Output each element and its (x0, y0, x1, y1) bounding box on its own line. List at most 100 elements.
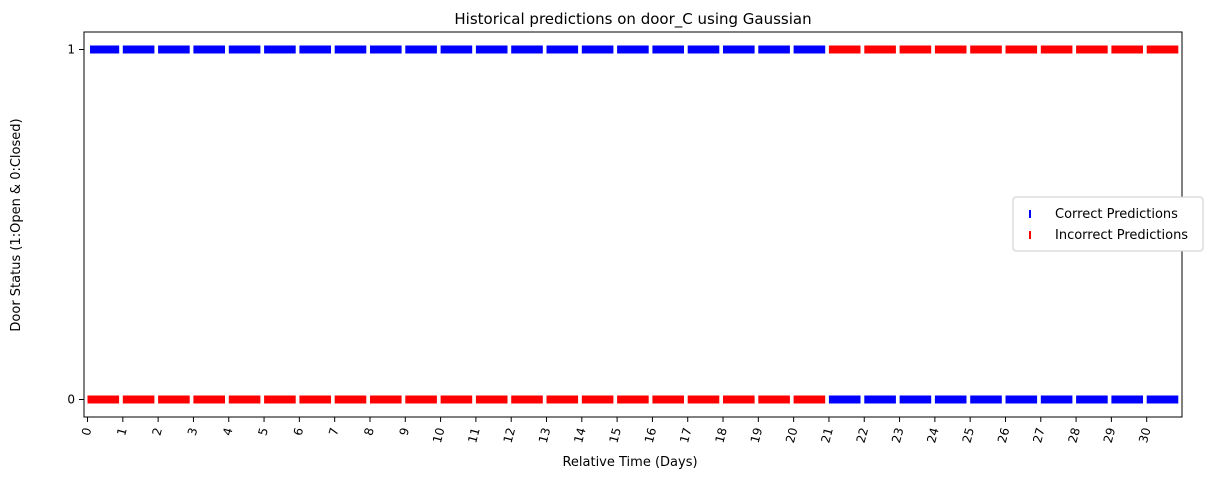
prediction-mark (1076, 395, 1108, 404)
prediction-mark (581, 395, 614, 404)
prediction-mark (228, 395, 261, 404)
prediction-mark (475, 45, 508, 54)
x-axis-label: Relative Time (Days) (562, 455, 697, 470)
prediction-mark (758, 395, 790, 404)
x-tick-label: 9 (397, 426, 413, 437)
x-tick-label: 3 (185, 426, 201, 437)
series-incorrect (87, 45, 1179, 404)
prediction-mark (440, 395, 473, 404)
prediction-mark (1040, 395, 1073, 404)
x-tick-label: 10 (430, 426, 447, 444)
prediction-mark (899, 45, 932, 54)
prediction-mark (970, 45, 1002, 54)
x-tick-label: 28 (1066, 426, 1083, 444)
prediction-mark (370, 395, 402, 404)
prediction-mark (1146, 45, 1179, 54)
prediction-mark (1005, 395, 1038, 404)
x-tick-label: 26 (995, 426, 1012, 444)
prediction-mark (1076, 45, 1108, 54)
prediction-mark (1111, 395, 1143, 404)
prediction-mark (934, 45, 967, 54)
prediction-mark (122, 395, 155, 404)
x-tick-label: 29 (1101, 426, 1118, 444)
prediction-mark (228, 45, 261, 54)
prediction-mark (828, 395, 861, 404)
legend-marker-correct (1029, 210, 1031, 218)
x-tick-label: 14 (571, 426, 588, 444)
prediction-mark (475, 395, 508, 404)
prediction-mark (723, 45, 755, 54)
y-tick-label: 1 (67, 43, 75, 57)
x-tick-label: 18 (712, 426, 729, 444)
prediction-mark (299, 395, 331, 404)
prediction-mark (758, 45, 790, 54)
x-tick-label: 21 (818, 426, 835, 444)
x-tick-label: 2 (150, 426, 166, 437)
prediction-mark (970, 395, 1002, 404)
chart-title: Historical predictions on door_C using G… (454, 10, 811, 29)
x-tick-label: 4 (220, 426, 236, 437)
y-axis-ticks: 01 (67, 43, 84, 407)
prediction-mark (405, 45, 437, 54)
prediction-mark (1111, 45, 1143, 54)
prediction-mark (122, 45, 155, 54)
prediction-mark (617, 45, 649, 54)
x-tick-label: 11 (465, 426, 482, 444)
x-tick-label: 30 (1136, 426, 1153, 444)
prediction-mark (193, 45, 225, 54)
legend-label-correct: Correct Predictions (1055, 207, 1178, 222)
prediction-mark (193, 395, 225, 404)
prediction-mark (264, 45, 296, 54)
x-tick-label: 8 (361, 426, 377, 437)
prediction-mark (334, 45, 367, 54)
prediction-mark (511, 395, 543, 404)
prediction-mark (90, 45, 120, 54)
x-tick-label: 5 (255, 426, 271, 437)
prediction-mark (546, 45, 579, 54)
x-tick-label: 25 (960, 426, 977, 444)
prediction-mark (1146, 395, 1179, 404)
y-tick-label: 0 (67, 393, 75, 407)
prediction-mark (511, 45, 543, 54)
x-tick-label: 23 (889, 426, 906, 444)
x-tick-label: 0 (79, 426, 95, 437)
y-axis-label: Door Status (1:Open & 0:Closed) (9, 118, 24, 331)
prediction-mark (652, 395, 684, 404)
x-tick-label: 13 (536, 426, 553, 444)
x-tick-label: 15 (607, 426, 624, 444)
prediction-mark (864, 45, 896, 54)
x-tick-label: 24 (924, 426, 941, 444)
prediction-mark (581, 45, 614, 54)
x-tick-label: 16 (642, 426, 659, 444)
x-tick-label: 17 (677, 426, 694, 444)
prediction-mark (1040, 45, 1073, 54)
prediction-mark (934, 395, 967, 404)
legend-label-incorrect: Incorrect Predictions (1055, 228, 1188, 243)
prediction-mark (723, 395, 755, 404)
x-tick-label: 19 (748, 426, 765, 444)
prediction-mark (687, 45, 720, 54)
prediction-mark (652, 45, 684, 54)
legend: Correct Predictions Incorrect Prediction… (1012, 196, 1204, 252)
prediction-mark (299, 45, 331, 54)
x-tick-label: 20 (783, 426, 800, 444)
prediction-mark (158, 45, 190, 54)
prediction-mark (158, 395, 190, 404)
prediction-mark (1005, 45, 1038, 54)
legend-marker-incorrect (1029, 231, 1031, 239)
x-tick-label: 22 (854, 426, 871, 444)
prediction-mark (793, 45, 826, 54)
x-tick-label: 1 (114, 426, 130, 437)
series-correct (90, 45, 1179, 404)
x-tick-label: 7 (326, 426, 342, 437)
prediction-mark (370, 45, 402, 54)
x-tick-label: 27 (1030, 426, 1047, 444)
prediction-mark (440, 45, 473, 54)
x-tick-label: 12 (501, 426, 518, 444)
x-axis-ticks: 0 1 2 3 4 5 6 7 8 9 10 11 12 13 14 15 16 17 18 19 20 21 22 23 24… (79, 417, 1154, 445)
prediction-mark (864, 395, 896, 404)
prediction-mark (828, 45, 861, 54)
prediction-mark (334, 395, 367, 404)
plot-marks (87, 45, 1179, 404)
